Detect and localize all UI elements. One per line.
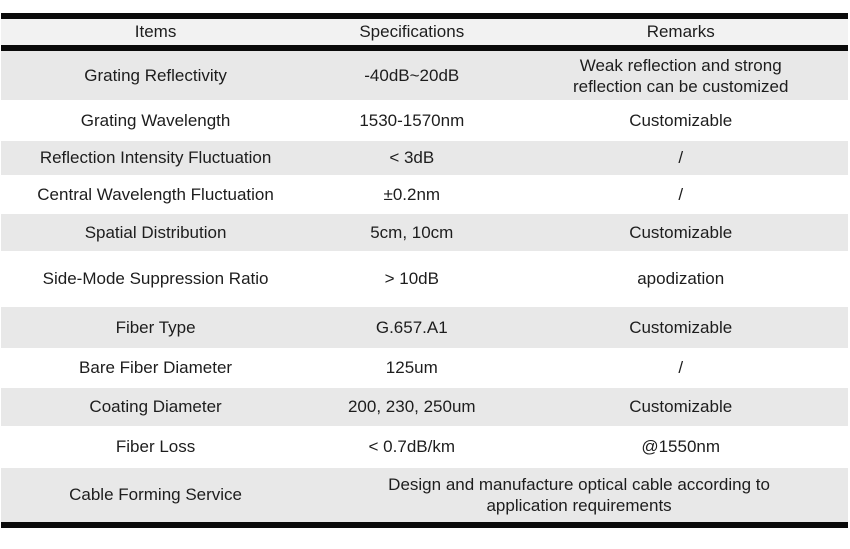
remark-line: Weak reflection and strong [579, 55, 782, 75]
table-row: Cable Forming Service Design and manufac… [1, 468, 848, 522]
cell-spec: -40dB~20dB [364, 65, 460, 85]
cell-item: Bare Fiber Diameter [79, 358, 233, 377]
cell-remark: Weak reflection and strong reflection ca… [513, 48, 848, 100]
cell-remark: / [678, 148, 684, 167]
cell-remark: apodization [637, 269, 725, 288]
cell-spec-remark-merged: Design and manufacture optical cable acc… [310, 468, 848, 522]
table-row: Grating Reflectivity -40dB~20dB Weak ref… [1, 48, 848, 100]
cell-item: Side-Mode Suppression Ratio [42, 269, 269, 288]
remark-line: reflection can be customized [572, 76, 789, 96]
cell-remark: @1550nm [641, 437, 721, 456]
cell-remark: Customizable [629, 222, 733, 242]
cell-item: Central Wavelength Fluctuation [37, 184, 274, 204]
table-row: Fiber Loss < 0.7dB/km @1550nm [1, 426, 848, 468]
cell-item: Grating Reflectivity [84, 65, 227, 85]
table-row: Reflection Intensity Fluctuation < 3dB / [1, 141, 848, 175]
cell-item: Fiber Type [115, 317, 196, 337]
cell-spec: ±0.2nm [383, 184, 441, 204]
specifications-table: Items Specifications Remarks Grating Ref… [1, 19, 848, 522]
cell-item: Reflection Intensity Fluctuation [39, 148, 272, 167]
cell-remark: Customizable [629, 110, 733, 130]
cell-item: Fiber Loss [115, 437, 196, 456]
col-header-remarks: Remarks [513, 19, 848, 51]
cell-item: Grating Wavelength [80, 110, 231, 130]
cell-item: Coating Diameter [89, 397, 222, 416]
table-row: Coating Diameter 200, 230, 250um Customi… [1, 388, 848, 426]
col-header-items: Items [1, 19, 311, 51]
table-row: Bare Fiber Diameter 125um / [1, 348, 848, 388]
merged-line: Design and manufacture optical cable acc… [388, 475, 770, 494]
cell-spec: > 10dB [384, 269, 439, 288]
cell-spec: < 0.7dB/km [368, 437, 455, 456]
spec-table-wrap: Items Specifications Remarks Grating Ref… [1, 13, 848, 528]
cell-spec: 200, 230, 250um [347, 397, 476, 416]
table-row: Side-Mode Suppression Ratio > 10dB apodi… [1, 251, 848, 307]
cell-remark: Customizable [629, 317, 733, 337]
cell-remark: / [678, 358, 684, 377]
cell-item: Cable Forming Service [69, 485, 243, 504]
cell-spec: 5cm, 10cm [370, 222, 454, 242]
col-header-specifications: Specifications [310, 19, 514, 51]
cell-remark: / [678, 184, 684, 204]
table-row: Fiber Type G.657.A1 Customizable [1, 307, 848, 348]
merged-line: application requirements [486, 496, 672, 515]
cell-spec: 1530-1570nm [359, 110, 465, 130]
table-row: Central Wavelength Fluctuation ±0.2nm / [1, 175, 848, 214]
cell-spec: G.657.A1 [375, 317, 448, 337]
cell-spec: 125um [385, 358, 438, 377]
table-row: Grating Wavelength 1530-1570nm Customiza… [1, 100, 848, 141]
cell-remark: Customizable [629, 397, 733, 416]
table-row: Spatial Distribution 5cm, 10cm Customiza… [1, 214, 848, 251]
cell-spec: < 3dB [389, 148, 435, 167]
cell-item: Spatial Distribution [84, 222, 227, 242]
header-row: Items Specifications Remarks [1, 19, 848, 51]
